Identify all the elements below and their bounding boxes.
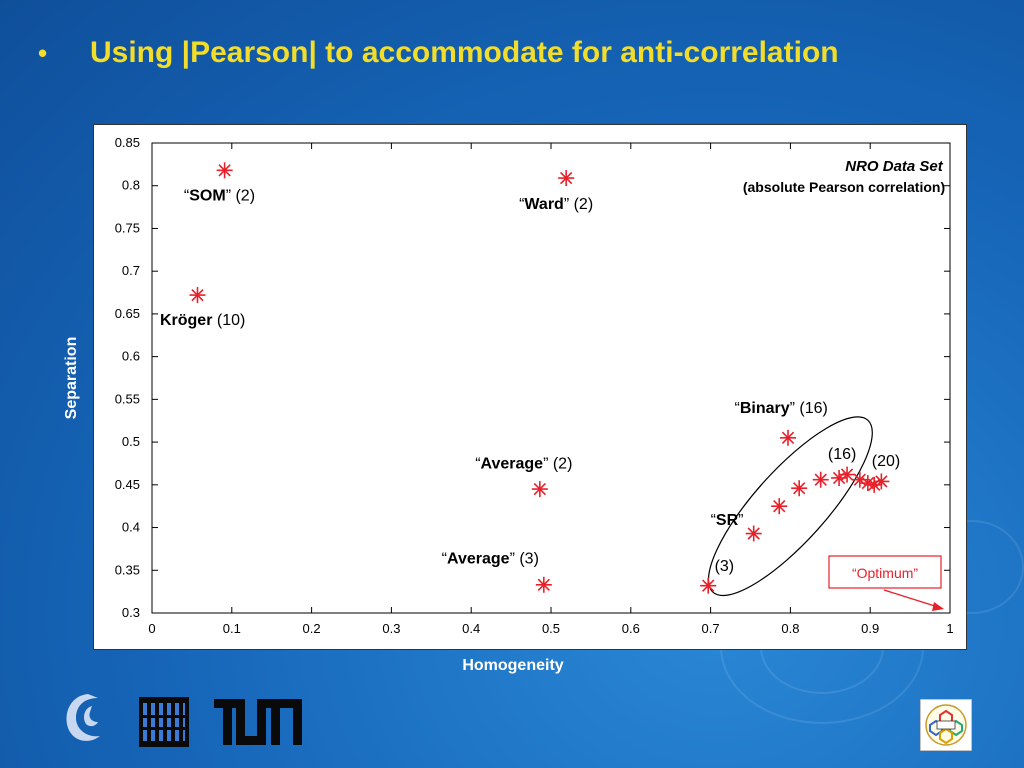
nbcc-seal-logo [920, 699, 972, 751]
y-tick-label: 0.75 [115, 220, 140, 235]
data-point [812, 471, 829, 488]
x-tick-label: 0.4 [462, 621, 480, 636]
data-point [780, 429, 797, 446]
y-tick-label: 0.85 [115, 135, 140, 150]
slide-title: Using |Pearson| to accommodate for anti-… [90, 36, 839, 69]
point-annotation: “SOM” (2) [184, 187, 255, 204]
x-tick-label: 1 [946, 621, 953, 636]
chart-plot-area: 0 0.1 0.2 0.3 0.4 0.5 0.6 0.7 0.8 0.9 1 0.3 0.35 0.4 0… [93, 124, 967, 650]
x-tick-label: 0.9 [861, 621, 879, 636]
point-annotation: (20) [872, 453, 900, 470]
optimum-group: “Optimum” [828, 555, 944, 611]
y-tick-label: 0.6 [122, 349, 140, 364]
y-axis-label: Separation [63, 336, 80, 420]
y-tick-label: 0.65 [115, 306, 140, 321]
x-axis-label: Homogeneity [462, 657, 564, 674]
point-annotation: Kröger (10) [160, 312, 245, 329]
optimum-label: “Optimum” [852, 565, 918, 581]
chart-title: NRO Data Set [845, 158, 944, 175]
axes-frame [151, 142, 951, 614]
cluster-ellipse-layer [707, 416, 873, 597]
data-point [558, 170, 575, 187]
crescent-logo [66, 694, 100, 741]
chart-markers [189, 162, 890, 594]
optimum-arrowhead [932, 602, 944, 611]
chart-ticks: 0 0.1 0.2 0.3 0.4 0.5 0.6 0.7 0.8 0.9 1 0.3 0.35 0.4 0… [115, 135, 954, 636]
x-tick-label: 0.7 [702, 621, 720, 636]
y-tick-label: 0.45 [115, 477, 140, 492]
optimum-box [828, 555, 942, 589]
optimum-arrow [883, 589, 939, 608]
data-point [189, 287, 206, 304]
chart-axes [151, 142, 951, 614]
title-bullet: • [38, 38, 48, 68]
point-annotation: (3) [715, 558, 735, 575]
data-point [873, 473, 890, 490]
y-tick-label: 0.5 [122, 434, 140, 449]
x-tick-label: 0.5 [542, 621, 560, 636]
x-tick-label: 0.2 [303, 621, 321, 636]
data-point [700, 577, 717, 594]
cluster-ellipse [707, 416, 873, 597]
chart-annotations: “SOM” (2) “Ward” (2) Kröger (10) “Binary” (… [160, 187, 900, 575]
x-tick-label: 0.8 [781, 621, 799, 636]
x-tick-label: 0.1 [223, 621, 241, 636]
point-annotation: “Average” (2) [475, 456, 572, 473]
x-tick-label: 0.6 [622, 621, 640, 636]
y-tick-label: 0.7 [122, 263, 140, 278]
data-point [771, 498, 788, 515]
tum-logo [214, 699, 302, 745]
y-tick-label: 0.8 [122, 178, 140, 193]
data-point [531, 481, 548, 498]
data-point [216, 162, 233, 179]
y-tick-label: 0.4 [122, 520, 140, 535]
point-annotation: (16) [828, 446, 856, 463]
data-point [535, 576, 552, 593]
point-annotation: “SR” [711, 512, 744, 529]
chart-subtitle: (absolute Pearson correlation) [743, 179, 945, 195]
data-point [839, 466, 856, 483]
point-annotation: “Average” (3) [442, 550, 539, 567]
y-tick-label: 0.35 [115, 562, 140, 577]
institute-building-logo [139, 697, 189, 747]
x-tick-label: 0 [148, 621, 155, 636]
data-point [791, 480, 808, 497]
point-annotation: “Ward” (2) [519, 196, 593, 213]
scatter-chart: 0 0.1 0.2 0.3 0.4 0.5 0.6 0.7 0.8 0.9 1 0.3 0.35 0.4 0… [115, 135, 954, 636]
point-annotation: “Binary” (16) [735, 400, 828, 417]
data-point [745, 525, 762, 542]
x-tick-label: 0.3 [382, 621, 400, 636]
y-tick-label: 0.3 [122, 605, 140, 620]
y-tick-label: 0.55 [115, 391, 140, 406]
